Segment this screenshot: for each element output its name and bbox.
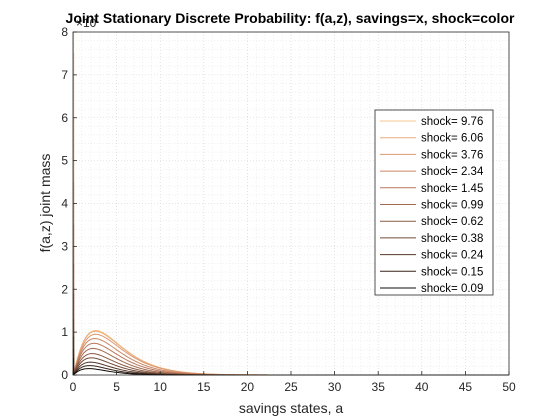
y-tick-label: 3 [61,239,68,253]
y-tick-label: 5 [61,154,68,168]
legend-entry: shock= 0.99 [421,200,483,212]
legend-entry: shock= 0.15 [421,266,483,278]
legend-entry: shock= 0.24 [421,250,484,262]
x-tick-label: 45 [459,380,473,394]
x-tick-label: 50 [502,380,516,394]
x-tick-label: 5 [113,380,120,394]
y-tick-label: 7 [61,68,68,82]
y-axis-label: f(a,z) joint mass [37,154,53,253]
x-tick-label: 20 [241,380,255,394]
y-exponent-label: ×10 [76,16,97,30]
legend-entry: shock= 9.76 [421,116,483,128]
y-tick-label: 4 [61,197,68,211]
legend-entry: shock= 0.62 [421,216,483,228]
y-axis-ticks: 0 1 2 3 4 5 6 7 8 [61,25,77,382]
x-tick-label: 35 [372,380,386,394]
x-axis-ticks: 0 5 10 15 20 25 30 35 40 45 50 [70,371,516,394]
y-tick-label: 0 [61,368,68,382]
x-tick-label: 10 [154,380,168,394]
legend-box [374,109,494,296]
x-tick-label: 15 [197,380,211,394]
legend-entry: shock= 3.76 [421,149,483,161]
legend: shock= 9.76 shock= 6.06 shock= 3.76 shock= … [374,109,494,296]
legend-entry: shock= 0.38 [421,233,483,245]
legend-entry: shock= 6.06 [421,133,483,145]
legend-entry: shock= 0.09 [421,283,483,295]
y-tick-label: 6 [61,111,68,125]
legend-entry: shock= 2.34 [421,166,484,178]
x-tick-label: 30 [328,380,342,394]
x-tick-label: 0 [70,380,77,394]
x-axis-label: savings states, a [239,400,343,416]
x-tick-label: 40 [415,380,429,394]
x-tick-label: 25 [284,380,298,394]
y-tick-label: 1 [61,325,68,339]
chart-title: Joint Stationary Discrete Probability: f… [66,10,515,26]
legend-entry: shock= 1.45 [421,183,483,195]
y-tick-label: 2 [61,282,68,296]
y-tick-label: 8 [61,25,68,39]
